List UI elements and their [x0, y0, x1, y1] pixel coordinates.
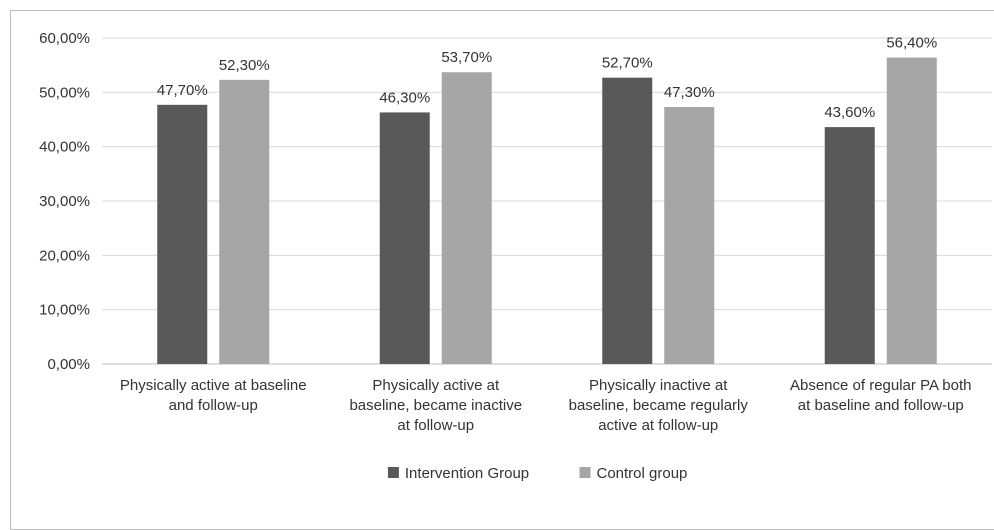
x-category-label: Absence of regular PA both — [790, 377, 972, 394]
bar — [219, 79, 270, 364]
bar — [157, 104, 208, 364]
x-category-label: at baseline and follow-up — [798, 397, 964, 414]
data-label: 43,60% — [824, 104, 875, 121]
legend-label: Control group — [597, 465, 688, 482]
y-tick-label: 30,00% — [39, 193, 90, 210]
data-label: 46,30% — [379, 89, 430, 106]
x-category-label: baseline, became regularly — [569, 397, 749, 414]
x-category-label: active at follow-up — [598, 417, 718, 434]
bar — [886, 57, 937, 365]
x-category-label: Physically active at — [372, 377, 500, 394]
bar — [664, 107, 715, 365]
bar — [441, 72, 492, 364]
bar — [602, 77, 653, 364]
x-category-label: Physically inactive at — [589, 377, 728, 394]
y-tick-label: 10,00% — [39, 302, 90, 319]
data-label: 52,70% — [602, 55, 653, 72]
data-label: 47,70% — [157, 82, 208, 99]
data-label: 52,30% — [219, 57, 270, 74]
data-label: 47,30% — [664, 84, 715, 101]
x-category-label: at follow-up — [397, 417, 474, 434]
y-tick-label: 50,00% — [39, 84, 90, 101]
data-label: 53,70% — [441, 49, 492, 66]
x-category-label: baseline, became inactive — [349, 397, 522, 414]
x-category-label: and follow-up — [169, 397, 258, 414]
bar-chart: 0,00% 10,00% 20,00% 30,00% 40,00% 50,00% 60,00… — [39, 30, 992, 482]
bar — [824, 127, 875, 365]
y-tick-label: 20,00% — [39, 247, 90, 264]
y-tick-label: 40,00% — [39, 139, 90, 156]
bar — [379, 112, 430, 364]
y-tick-label: 0,00% — [47, 356, 90, 373]
data-label: 56,40% — [886, 35, 937, 52]
x-category-label: Physically active at baseline — [120, 377, 307, 394]
legend-swatch — [387, 467, 399, 478]
y-tick-label: 60,00% — [39, 30, 90, 47]
legend-swatch — [579, 467, 591, 478]
legend-label: Intervention Group — [405, 465, 529, 482]
